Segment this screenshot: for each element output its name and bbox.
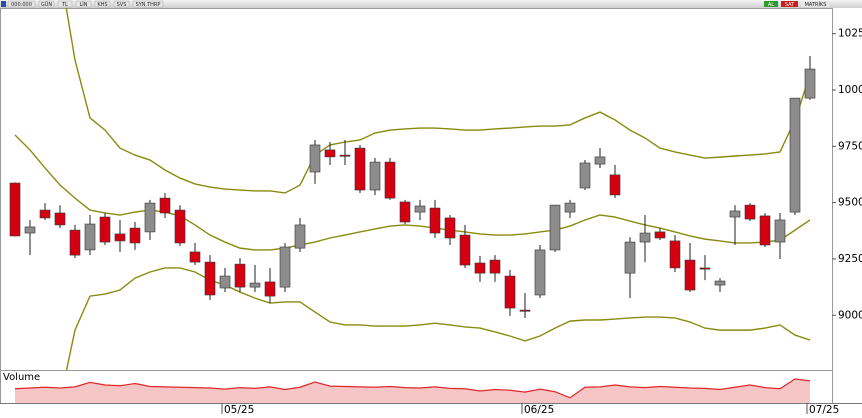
candle-body	[714, 280, 726, 286]
candle-body	[39, 209, 51, 219]
candle-body	[309, 144, 321, 173]
toolbar-button-label[interactable]: LİN	[79, 1, 87, 8]
candle-body	[669, 240, 681, 269]
candle-body	[54, 212, 66, 226]
candle-body	[624, 241, 636, 274]
y-tick-label: 10000	[838, 84, 862, 96]
candle-body	[279, 246, 291, 288]
toolbar-button-label[interactable]: SVS	[117, 2, 127, 8]
candle-body	[99, 216, 111, 243]
candle-body	[219, 275, 231, 289]
candle-body	[114, 233, 126, 242]
candle-body	[354, 147, 366, 191]
toolbar-button[interactable]	[764, 1, 778, 7]
candle-body	[459, 234, 471, 266]
candle-body	[579, 162, 591, 189]
candle-body	[294, 224, 306, 249]
y-tick-label: 9000	[838, 309, 862, 321]
candle-body	[384, 161, 396, 199]
candle-body	[324, 149, 336, 158]
toolbar-button[interactable]	[94, 0, 111, 8]
toolbar-button-label[interactable]: SAT	[785, 2, 795, 8]
candle-body	[534, 249, 546, 296]
candle-body	[759, 215, 771, 246]
band-line	[65, 8, 811, 194]
candle-body	[189, 251, 201, 263]
candle-body	[594, 156, 606, 165]
toolbar-logo	[1, 1, 6, 7]
toolbar-button[interactable]	[38, 0, 55, 8]
candle-body	[144, 202, 156, 233]
y-tick-label: 9500	[838, 197, 862, 209]
candle-body	[249, 282, 261, 288]
candle-body	[804, 68, 816, 99]
toolbar-button-label[interactable]: KHS	[97, 2, 107, 8]
volume-area	[15, 379, 810, 403]
candle-body	[699, 267, 711, 270]
volume-line	[14, 378, 811, 399]
candle-body	[174, 209, 186, 244]
x-tick-label: 05/25	[224, 404, 254, 416]
toolbar-button[interactable]	[113, 0, 130, 8]
candle-body	[789, 97, 801, 213]
y-tick-label: 9250	[838, 253, 862, 265]
toolbar-button[interactable]	[801, 1, 830, 7]
candle-body	[519, 309, 531, 312]
candle-body	[399, 201, 411, 223]
candle-body	[234, 263, 246, 288]
toolbar-button[interactable]	[75, 0, 92, 8]
candle-body	[744, 204, 756, 220]
toolbar-button-label[interactable]: TL	[61, 2, 68, 8]
candle-body	[564, 202, 576, 213]
candle-body	[609, 174, 621, 196]
candle-body	[729, 210, 741, 218]
candle-body	[9, 182, 21, 237]
candle-body	[444, 217, 456, 239]
toolbar-button-label[interactable]: SYN.THRP	[136, 2, 161, 8]
candle-body	[504, 275, 516, 309]
band-line	[65, 267, 811, 370]
candle-body	[24, 226, 36, 234]
candle-body	[489, 259, 501, 274]
x-tick-label: 06/25	[524, 404, 554, 416]
toolbar-button-label[interactable]: MATRİKS	[805, 1, 827, 8]
candle-body	[84, 223, 96, 251]
toolbar-button[interactable]	[132, 0, 164, 8]
candle-body	[684, 259, 696, 291]
candle-body	[774, 219, 786, 243]
candle-body	[429, 207, 441, 234]
candle-body	[264, 281, 276, 297]
toolbar-button-label[interactable]: GÜN	[41, 1, 53, 8]
candle-body	[204, 261, 216, 296]
toolbar-button[interactable]	[781, 1, 798, 7]
candle-body	[474, 262, 486, 274]
toolbar	[0, 0, 862, 8]
candle-body	[654, 231, 666, 239]
candle-body	[414, 205, 426, 213]
y-tick-label: 9750	[838, 140, 862, 152]
volume-title: Volume	[3, 372, 40, 383]
plot-area	[0, 8, 833, 371]
candle-body	[129, 227, 141, 244]
toolbar-button[interactable]	[57, 0, 73, 8]
candle-body	[69, 229, 81, 256]
candle-body	[549, 204, 561, 251]
toolbar-button-label[interactable]: 000:000	[11, 2, 32, 8]
x-tick-label: 07/25	[809, 404, 839, 416]
candle-body	[339, 154, 351, 157]
candle-body	[159, 197, 171, 214]
toolbar-button-label[interactable]: AL	[768, 2, 774, 8]
toolbar-button[interactable]	[7, 0, 36, 8]
candle-body	[639, 232, 651, 243]
candle-body	[369, 161, 381, 191]
